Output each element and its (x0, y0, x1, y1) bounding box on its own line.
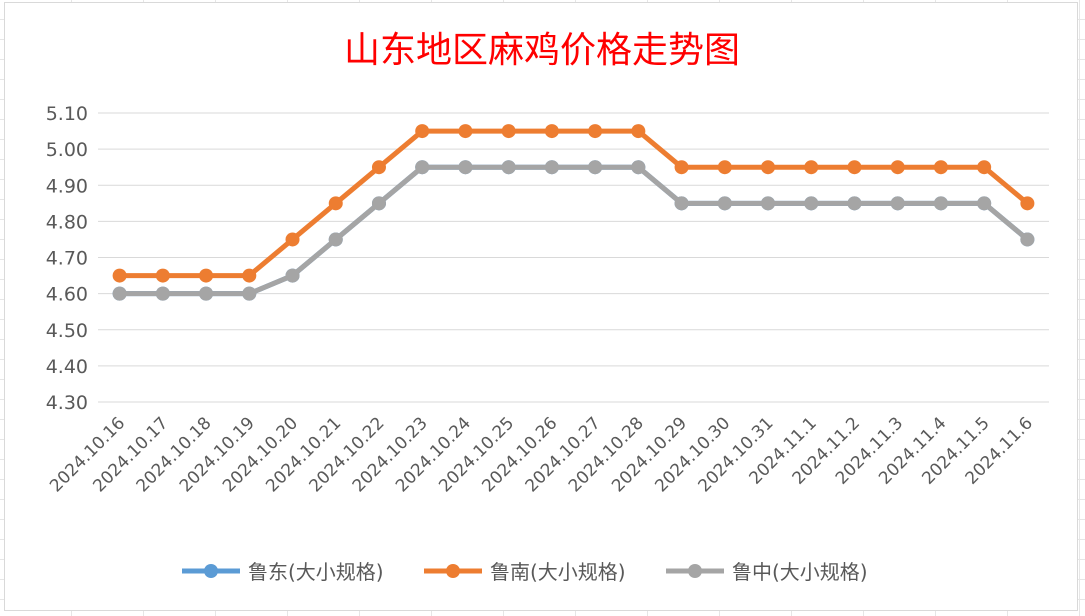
data-point (890, 196, 905, 211)
x-axis: 2024.10.162024.10.172024.10.182024.10.19… (46, 413, 1037, 496)
series-line (119, 128, 1029, 279)
data-point (717, 160, 732, 175)
series-2 (112, 124, 1035, 283)
legend: 鲁东(大小规格) 鲁南(大小规格) 鲁中(大小规格) (182, 560, 868, 584)
data-point (458, 160, 473, 175)
series-line (119, 164, 1029, 297)
data-point (328, 232, 343, 247)
data-point (631, 160, 646, 175)
gridlines (98, 112, 1049, 403)
data-point (1020, 232, 1035, 247)
data-point (631, 124, 646, 139)
legend-marker (446, 564, 460, 578)
data-point (371, 160, 386, 175)
data-point (674, 196, 689, 211)
data-point (544, 160, 559, 175)
legend-marker (204, 564, 218, 578)
data-point (847, 160, 862, 175)
data-point (199, 286, 214, 301)
data-point (804, 160, 819, 175)
data-point (977, 160, 992, 175)
y-tick-label: 4.80 (46, 211, 88, 233)
data-point (761, 196, 776, 211)
y-tick-label: 4.90 (46, 175, 88, 197)
data-point (890, 160, 905, 175)
data-point (588, 124, 603, 139)
data-point (199, 268, 214, 283)
data-point (415, 160, 430, 175)
data-point (285, 232, 300, 247)
legend-item[interactable]: 鲁南(大小规格) (424, 560, 626, 584)
data-point (588, 160, 603, 175)
legend-item[interactable]: 鲁中(大小规格) (666, 560, 868, 584)
data-point (155, 286, 170, 301)
data-point (458, 124, 473, 139)
y-tick-label: 5.00 (46, 139, 88, 161)
data-point (112, 286, 127, 301)
data-point (415, 124, 430, 139)
legend-label: 鲁南(大小规格) (490, 560, 626, 584)
legend-label: 鲁东(大小规格) (248, 560, 384, 584)
data-point (933, 196, 948, 211)
y-tick-label: 4.30 (46, 392, 88, 414)
data-point (804, 196, 819, 211)
data-point (112, 268, 127, 283)
data-point (674, 160, 689, 175)
y-tick-label: 4.60 (46, 284, 88, 306)
y-tick-label: 4.50 (46, 320, 88, 342)
y-tick-label: 5.10 (46, 103, 88, 125)
data-point (285, 268, 300, 283)
data-point (501, 160, 516, 175)
chart-area[interactable] (4, 2, 1078, 611)
chart-title: 山东地区麻鸡价格走势图 (344, 30, 740, 71)
data-point (371, 196, 386, 211)
data-point (847, 196, 862, 211)
data-point (155, 268, 170, 283)
y-axis: 5.10 5.00 4.90 4.80 4.70 4.60 4.50 4.40 4.30 (46, 103, 88, 414)
series-3 (112, 160, 1035, 301)
data-point (544, 124, 559, 139)
y-tick-label: 4.40 (46, 356, 88, 378)
y-tick-label: 4.70 (46, 248, 88, 270)
data-point (1020, 196, 1035, 211)
data-point (977, 196, 992, 211)
data-point (761, 160, 776, 175)
legend-marker (688, 564, 702, 578)
data-point (933, 160, 948, 175)
legend-label: 鲁中(大小规格) (732, 560, 868, 584)
legend-item[interactable]: 鲁东(大小规格) (182, 560, 384, 584)
series-layer (112, 124, 1035, 301)
data-point (328, 196, 343, 211)
data-point (717, 196, 732, 211)
data-point (242, 286, 257, 301)
data-point (501, 124, 516, 139)
data-point (242, 268, 257, 283)
